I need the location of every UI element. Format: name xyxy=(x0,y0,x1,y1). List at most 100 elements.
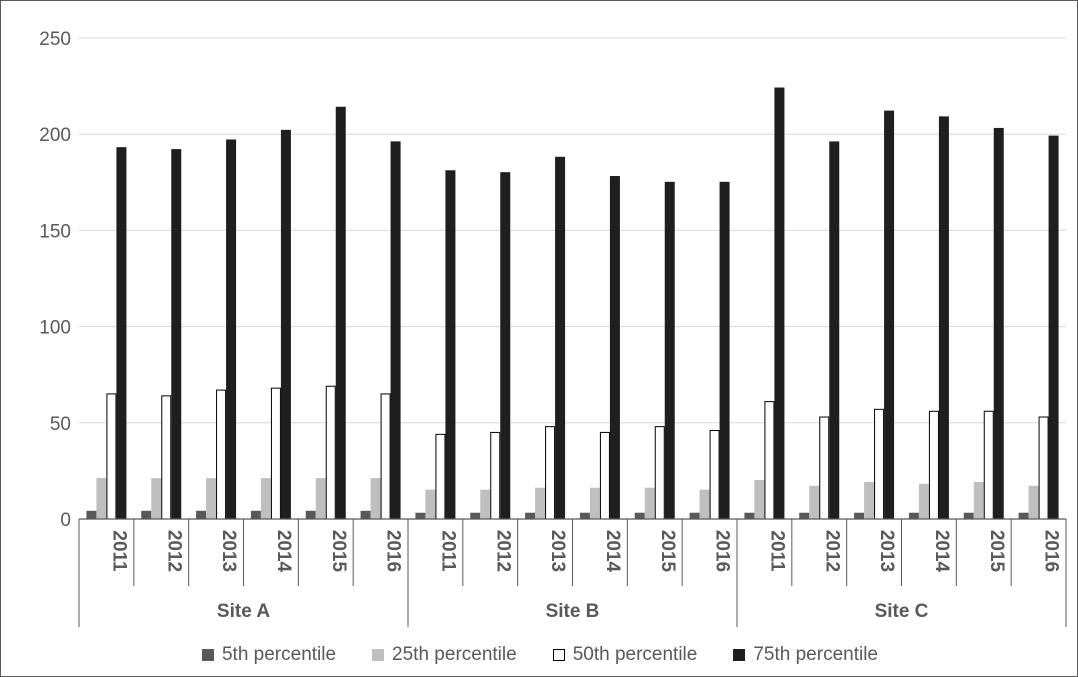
bar xyxy=(874,408,885,520)
x-tick-label: 2016 xyxy=(1041,530,1062,572)
bar xyxy=(709,430,720,520)
x-tick-label: 2012 xyxy=(163,530,184,572)
bar xyxy=(415,512,426,520)
group-label: Site A xyxy=(217,601,270,622)
bar xyxy=(1018,512,1029,520)
x-tick-label: 2012 xyxy=(492,530,513,572)
x-tick-label: 2015 xyxy=(328,530,349,573)
bar xyxy=(96,478,107,520)
bar xyxy=(973,481,984,520)
bar xyxy=(819,416,830,520)
bar xyxy=(325,385,336,520)
bar xyxy=(938,116,949,520)
legend-item: 75th percentile xyxy=(733,644,878,666)
y-tick-label: 50 xyxy=(50,414,71,435)
bar xyxy=(305,510,316,520)
bar xyxy=(664,181,675,520)
bar xyxy=(774,87,785,520)
bar xyxy=(425,489,436,520)
bar xyxy=(754,480,765,520)
bar xyxy=(525,512,536,520)
bar xyxy=(854,512,865,520)
bar xyxy=(908,512,919,520)
legend-swatch xyxy=(552,649,565,661)
x-tick-label: 2013 xyxy=(218,530,239,572)
x-tick-label: 2013 xyxy=(547,530,568,572)
bar xyxy=(171,149,182,520)
bar xyxy=(226,139,237,520)
bar xyxy=(490,431,501,520)
bar xyxy=(435,433,446,520)
bar xyxy=(918,483,929,520)
group-label: Site B xyxy=(546,601,600,622)
bar xyxy=(993,127,1004,520)
bar xyxy=(884,110,895,520)
bar xyxy=(380,393,391,520)
bar xyxy=(699,489,710,520)
x-tick-label: 2013 xyxy=(876,530,897,572)
legend-label: 5th percentile xyxy=(221,644,337,665)
bar xyxy=(216,389,227,520)
bar xyxy=(141,510,152,520)
bar xyxy=(360,510,371,520)
bar xyxy=(480,489,491,520)
bar xyxy=(206,478,217,520)
bar xyxy=(864,481,875,520)
bar xyxy=(744,512,755,520)
bar xyxy=(280,129,291,520)
bar xyxy=(654,426,665,520)
bar xyxy=(1028,485,1039,520)
bar xyxy=(599,431,610,520)
bar xyxy=(689,512,700,520)
bar xyxy=(260,478,271,520)
bar xyxy=(609,176,620,520)
bar xyxy=(809,485,820,520)
chart-legend: 5th percentile 25th percentile 50th percen… xyxy=(1,644,1078,666)
bar xyxy=(928,410,939,520)
bar xyxy=(151,478,162,520)
bar xyxy=(764,401,775,520)
x-tick-label: 2015 xyxy=(986,530,1007,573)
bar xyxy=(719,181,730,520)
bar xyxy=(86,510,97,520)
legend-label: 50th percentile xyxy=(572,644,698,665)
bar xyxy=(250,510,261,520)
legend-item: 25th percentile xyxy=(372,644,517,666)
bar xyxy=(589,487,600,520)
bar xyxy=(500,172,511,520)
x-tick-label: 2012 xyxy=(821,530,842,572)
bar xyxy=(335,106,346,520)
bar xyxy=(535,487,546,520)
legend-swatch xyxy=(733,649,746,661)
bar xyxy=(470,512,481,520)
x-tick-label: 2011 xyxy=(437,530,458,572)
bar xyxy=(161,395,172,520)
x-tick-label: 2014 xyxy=(273,530,294,573)
legend-swatch xyxy=(372,649,385,661)
group-label: Site C xyxy=(875,601,929,622)
bar xyxy=(799,512,810,520)
bar xyxy=(983,410,994,520)
y-tick-label: 250 xyxy=(39,29,71,50)
x-tick-label: 2011 xyxy=(108,530,129,572)
bar xyxy=(106,393,117,520)
bar-chart: 0 50 100 150 200 250 2011 2012 2013 2014 2015 2016 2… xyxy=(39,29,1067,627)
bar xyxy=(1048,135,1059,520)
x-tick-label: 2014 xyxy=(931,530,952,573)
x-tick-label: 2016 xyxy=(383,530,404,572)
legend-swatch xyxy=(201,649,214,661)
y-tick-label: 100 xyxy=(39,318,71,339)
bar xyxy=(644,487,655,520)
x-tick-label: 2014 xyxy=(602,530,623,573)
legend-item: 5th percentile xyxy=(201,644,337,666)
bar xyxy=(1038,416,1049,520)
bar xyxy=(634,512,645,520)
y-tick-label: 200 xyxy=(39,125,71,146)
bar xyxy=(315,478,326,520)
bar xyxy=(579,512,590,520)
legend-item: 50th percentile xyxy=(552,644,698,666)
x-tick-label: 2016 xyxy=(712,530,733,572)
bar xyxy=(196,510,207,520)
bar xyxy=(116,147,127,520)
